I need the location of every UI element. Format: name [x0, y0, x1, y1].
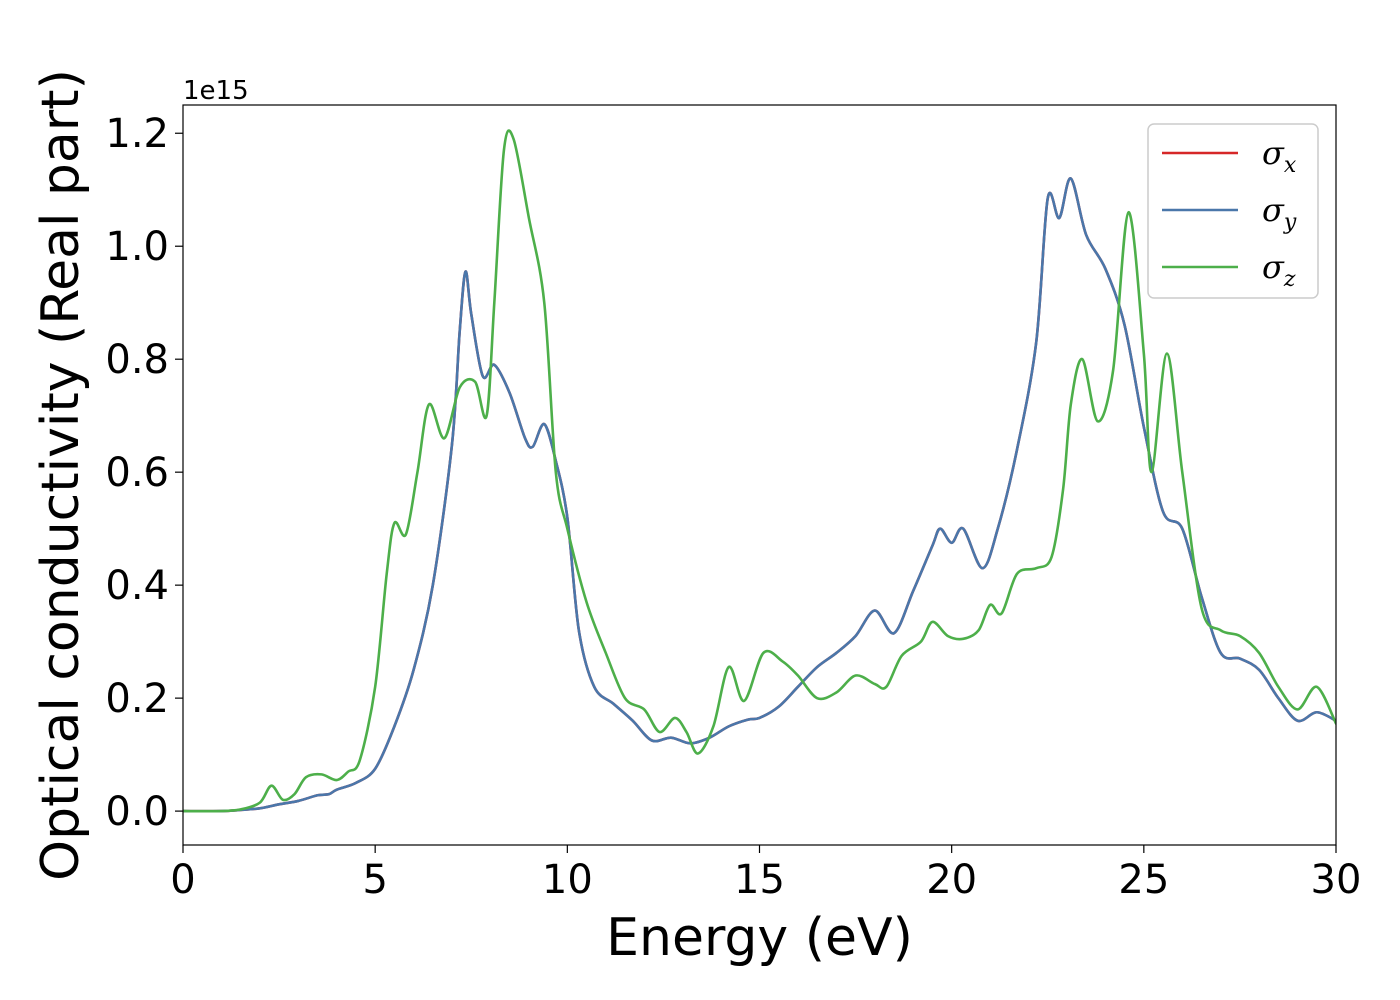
- y-tick-label: 0.6: [105, 450, 169, 496]
- x-tick-label: 10: [542, 857, 593, 903]
- x-axis-label: Energy (eV): [606, 908, 913, 968]
- x-tick-label: 30: [1311, 857, 1362, 903]
- y-axis-ticks: 0.0 0.2 0.4 0.6 0.8 1.0 1.2: [105, 111, 183, 835]
- legend-label-x: σx: [1262, 134, 1297, 178]
- y-tick-label: 1.2: [105, 111, 169, 157]
- y-axis-label: Optical conductivity (Real part): [31, 69, 91, 881]
- x-tick-label: 0: [170, 857, 195, 903]
- y-offset-label: 1e15: [183, 76, 249, 106]
- x-tick-label: 15: [734, 857, 785, 903]
- legend-label-z: σz: [1262, 248, 1296, 292]
- x-tick-label: 20: [926, 857, 977, 903]
- x-tick-label: 25: [1118, 857, 1169, 903]
- x-tick-label: 5: [362, 857, 387, 903]
- y-tick-label: 0.0: [105, 789, 169, 835]
- series-line-y: [183, 177, 1336, 813]
- y-tick-label: 0.2: [105, 676, 169, 722]
- y-tick-label: 0.4: [105, 563, 169, 609]
- series-line-z: [183, 129, 1336, 813]
- y-tick-label: 1.0: [105, 224, 169, 270]
- x-axis-ticks: 0 5 10 15 20 25 30: [170, 845, 1361, 903]
- series-layer: [183, 129, 1336, 813]
- legend-label-y: σy: [1262, 191, 1297, 235]
- legend: σx σy σz: [1147, 123, 1319, 299]
- y-tick-label: 0.8: [105, 337, 169, 383]
